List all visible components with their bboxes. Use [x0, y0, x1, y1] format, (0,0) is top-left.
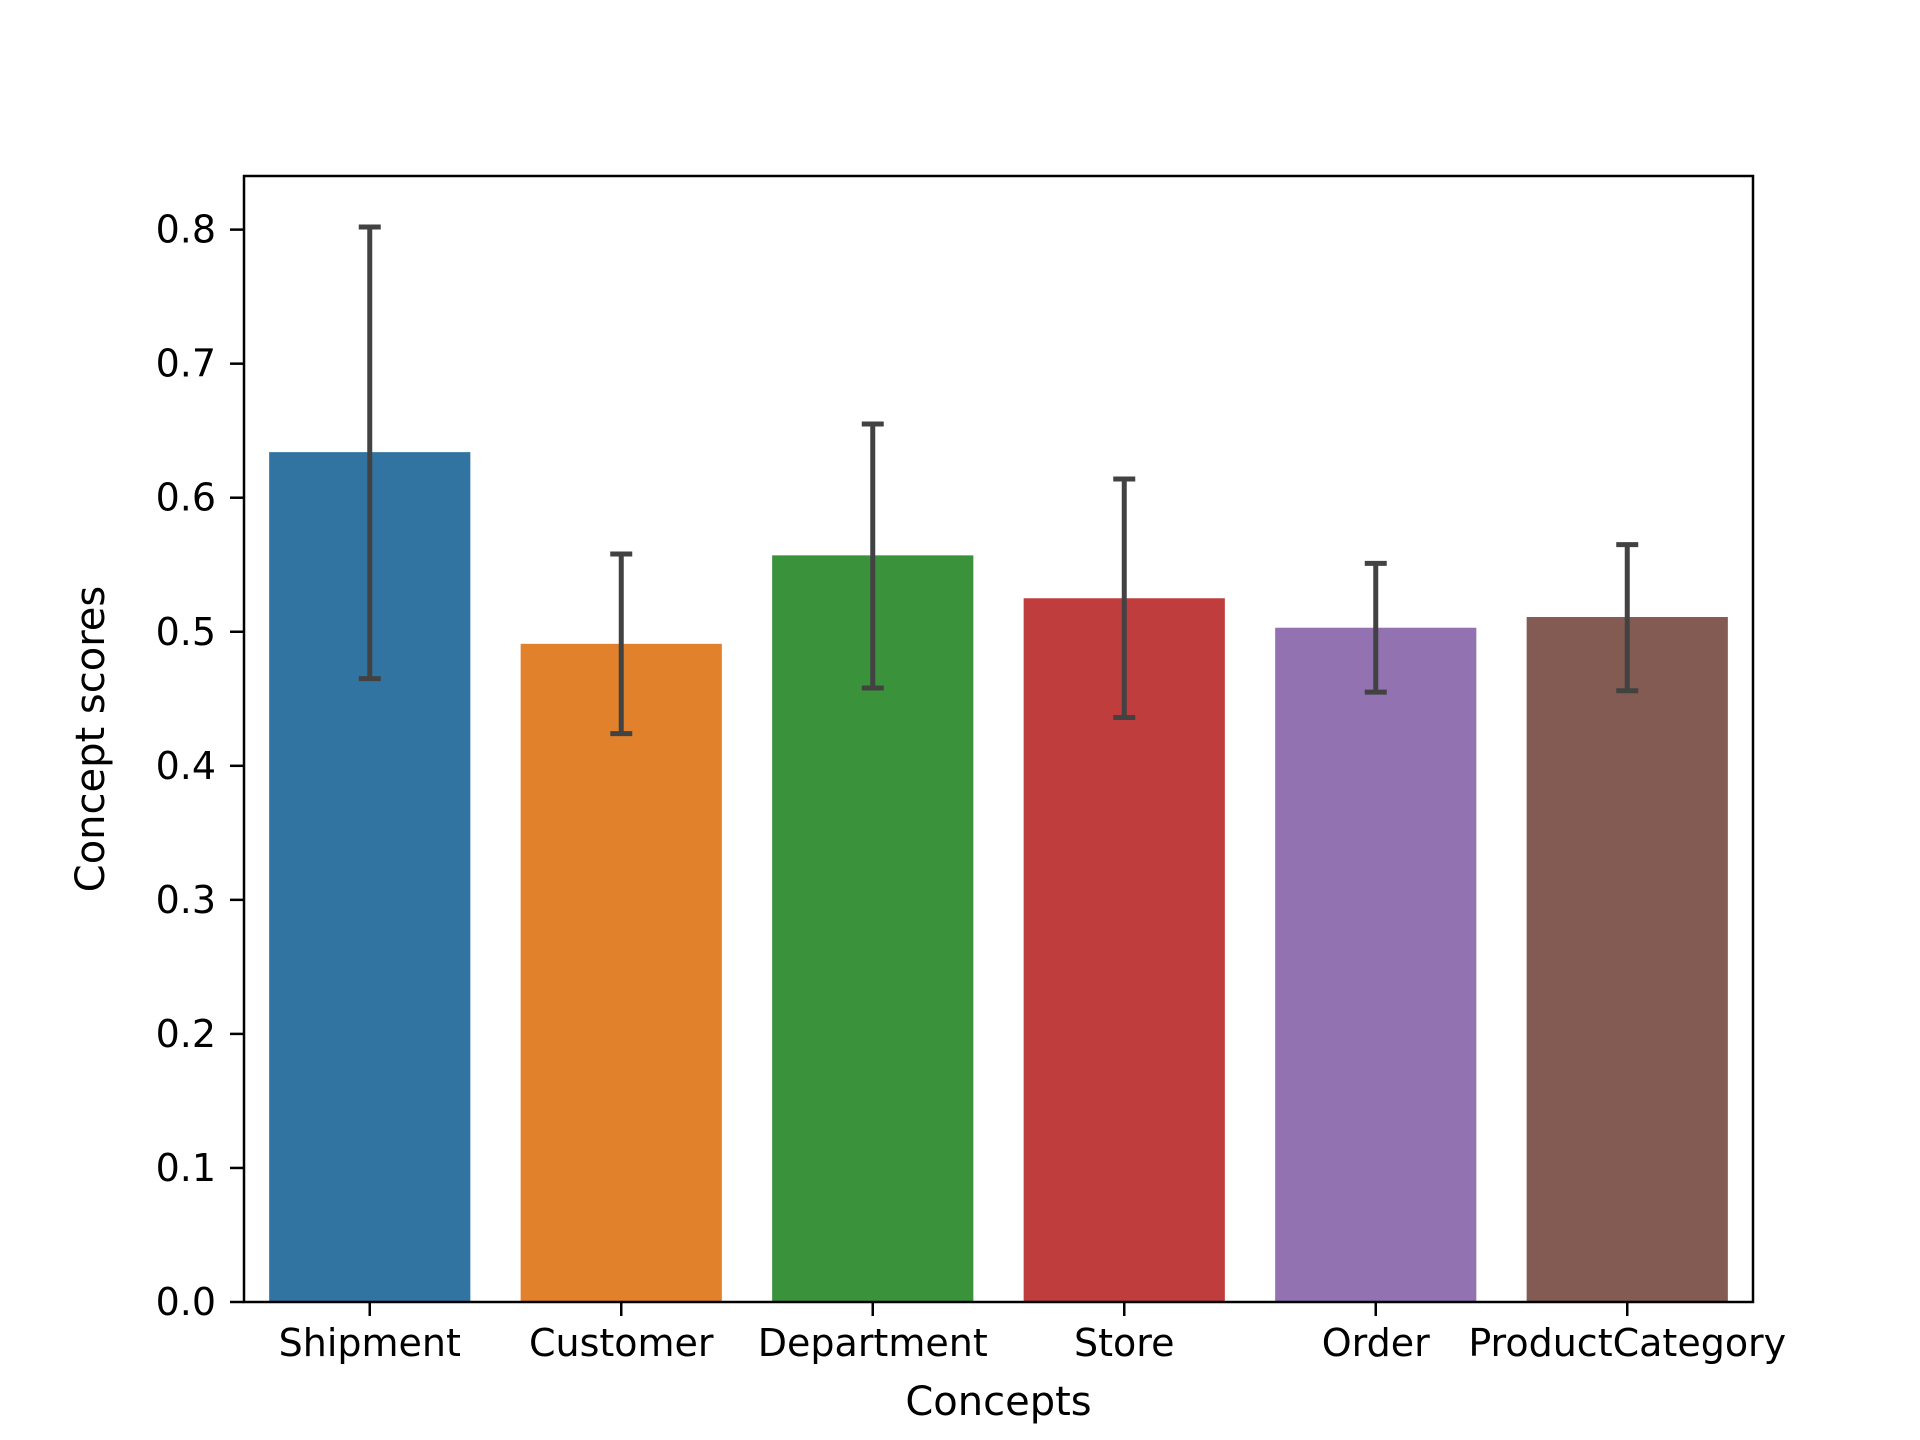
bar-customer — [520, 643, 722, 1302]
bar-order — [1275, 627, 1477, 1302]
y-tick-label: 0.3 — [156, 878, 216, 922]
bars — [269, 452, 1728, 1303]
x-tick-label-order: Order — [1322, 1321, 1430, 1365]
error-bars — [358, 224, 1639, 737]
error-bar-productcategory — [1616, 542, 1639, 694]
bar-productcategory — [1526, 617, 1728, 1302]
y-axis-title: Concept scores — [68, 586, 114, 892]
x-axis-title: Concepts — [905, 1379, 1091, 1425]
x-tick-label-department: Department — [758, 1321, 988, 1365]
x-axis-ticks: Shipment Customer Department Store Order Prod… — [279, 1302, 1786, 1365]
error-bar-store — [1113, 476, 1136, 721]
x-tick-label-customer: Customer — [529, 1321, 714, 1365]
error-bar-order — [1364, 560, 1387, 695]
error-bar-customer — [610, 551, 633, 737]
x-tick-label-store: Store — [1074, 1321, 1174, 1365]
x-tick-label-shipment: Shipment — [279, 1321, 461, 1365]
x-tick-label-productcategory: ProductCategory — [1468, 1321, 1786, 1365]
y-axis-ticks: 0.0 0.1 0.2 0.3 0.4 0.5 0.6 0.7 0.8 — [156, 208, 244, 1324]
y-tick-label: 0.8 — [156, 208, 216, 252]
axes-frame — [242, 174, 1755, 1304]
error-bar-department — [861, 421, 884, 691]
y-tick-label: 0.0 — [156, 1280, 216, 1324]
y-tick-label: 0.7 — [156, 342, 216, 386]
error-bar-shipment — [358, 224, 381, 682]
y-tick-label: 0.2 — [156, 1012, 216, 1056]
y-tick-label: 0.6 — [156, 476, 216, 520]
y-tick-label: 0.5 — [156, 610, 216, 654]
y-tick-label: 0.4 — [156, 744, 216, 788]
y-tick-label: 0.1 — [156, 1146, 216, 1190]
